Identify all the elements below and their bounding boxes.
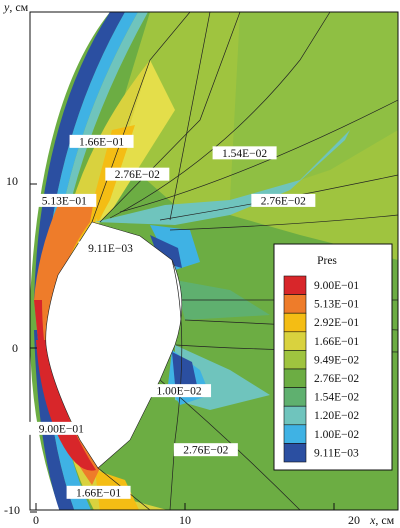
legend-swatch-7 (283, 405, 307, 426)
x-axis-label: x, см (369, 513, 395, 527)
legend-swatch-5 (283, 368, 307, 388)
contour-annotation-5: 9.11E−03 (78, 241, 143, 255)
legend-swatch-3 (283, 331, 307, 351)
annotation-box (212, 146, 277, 160)
freestream-top (30, 12, 110, 300)
legend-label-2: 2.92E−01 (314, 317, 359, 329)
legend-label-8: 1.00E−02 (314, 429, 359, 441)
annotation-box (32, 193, 97, 207)
legend: Pres 9.00E−01 5.13E−01 2.92E−01 1.66E−01 9.49… (273, 243, 393, 471)
annotation-label: 1.66E−01 (76, 487, 121, 499)
annotation-label: 1.66E−01 (79, 136, 124, 148)
y-axis-label: y, см (3, 0, 29, 14)
annotation-box (173, 443, 238, 457)
legend-label-3: 1.66E−01 (314, 336, 359, 348)
annotation-box (251, 193, 316, 207)
contour-annotation-2: 5.13E−01 (32, 193, 97, 207)
annotation-box (147, 384, 212, 398)
wake-9.11e-03-upper (150, 235, 182, 268)
annotation-box (29, 421, 94, 435)
x-tick-label-0: 0 (33, 513, 39, 527)
contour-annotation-1: 2.76E−02 (105, 167, 170, 181)
y-tick-label-10: 10 (6, 174, 18, 188)
annotation-label: 1.54E−02 (222, 148, 267, 160)
contour-annotation-6: 1.00E−02 (147, 384, 212, 398)
legend-swatch-2 (283, 312, 307, 333)
x-tick-label-10: 10 (179, 513, 191, 527)
legend-label-6: 1.54E−02 (314, 392, 359, 404)
layer-9.00e-01 (36, 340, 96, 471)
legend-label-0: 9.00E−01 (314, 280, 359, 292)
plot-frame (29, 11, 399, 511)
layer-9.00e-01-thin (34, 300, 44, 340)
legend-label-7: 1.20E−02 (314, 410, 359, 422)
contour-annotation-4: 2.76E−02 (251, 193, 316, 207)
legend-label-4: 9.49E−02 (314, 354, 359, 366)
contour-annotation-0: 1.66E−01 (69, 134, 134, 148)
annotation-label: 9.11E−03 (88, 243, 133, 255)
legend-label-9: 9.11E−03 (314, 447, 359, 459)
y-tick-label-0: 0 (12, 341, 18, 355)
annotation-label: 2.76E−02 (115, 169, 160, 181)
contour-annotations: 1.66E−01 2.76E−02 5.13E−01 1.54E−02 2.76E−02… (29, 134, 316, 499)
legend-swatch-0 (283, 275, 307, 295)
annotation-label: 5.13E−01 (42, 195, 87, 207)
annotation-box (69, 134, 134, 148)
wake-1.20e-02-upper (95, 130, 350, 225)
annotation-box (66, 485, 131, 499)
annotation-box (105, 167, 170, 181)
contour-annotation-8: 2.76E−02 (173, 443, 238, 457)
contour-annotation-9: 1.66E−01 (66, 485, 131, 499)
freestream-bottom (30, 330, 60, 510)
layer-1.66e-01-wedge (100, 60, 175, 222)
legend-swatch-1 (283, 294, 307, 314)
x-axis-unit: , см (375, 513, 394, 527)
legend-title: Pres (317, 255, 337, 267)
y-axis-unit: , см (9, 0, 28, 14)
legend-label-1: 5.13E−01 (314, 299, 359, 311)
y-tick-label-minus10: -10 (4, 503, 20, 517)
annotation-label: 9.00E−01 (39, 423, 84, 435)
legend-swatch-9 (283, 443, 307, 463)
annotation-label: 2.76E−02 (261, 195, 306, 207)
legend-label-5: 2.76E−02 (314, 373, 359, 385)
tick-marks (30, 183, 335, 513)
layer-5.13e-01 (34, 195, 100, 485)
legend-swatch-8 (283, 424, 307, 444)
annotation-label: 2.76E−02 (183, 445, 228, 457)
body-cutout (45, 221, 183, 469)
annotation-box (78, 241, 143, 255)
contour-annotation-3: 1.54E−02 (212, 146, 277, 160)
legend-swatch-4 (283, 350, 307, 370)
x-tick-label-20: 20 (348, 513, 360, 527)
annotation-label: 1.00E−02 (156, 386, 201, 398)
legend-swatch-6 (283, 387, 307, 407)
contour-annotation-7: 9.00E−01 (29, 421, 94, 435)
